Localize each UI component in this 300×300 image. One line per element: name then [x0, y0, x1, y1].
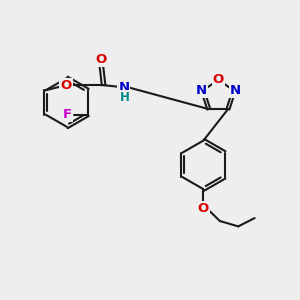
Text: N: N — [118, 81, 129, 94]
Text: O: O — [198, 202, 209, 215]
Text: O: O — [60, 79, 71, 92]
Text: O: O — [95, 52, 106, 66]
Text: N: N — [230, 84, 241, 98]
Text: N: N — [196, 84, 207, 98]
Text: O: O — [213, 73, 224, 86]
Text: H: H — [119, 91, 129, 103]
Text: F: F — [63, 108, 72, 121]
